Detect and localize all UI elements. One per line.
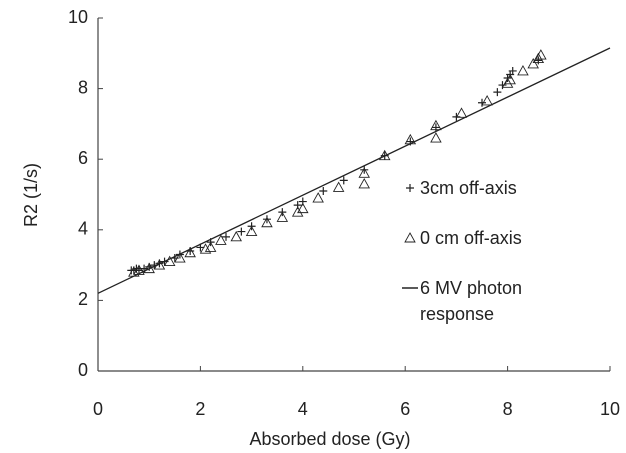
x-tick-label: 0 [93,399,103,419]
triangle-marker [297,202,309,214]
legend-label: 3cm off-axis [420,178,517,198]
triangle-marker [404,232,416,243]
triangle-marker [527,57,539,69]
triangle-marker [358,167,371,178]
triangle-marker [532,52,545,64]
x-tick-label: 8 [503,399,513,419]
triangle-marker [312,192,324,203]
triangle-marker [230,230,243,242]
y-tick-label: 10 [68,7,88,27]
plus-marker [237,227,246,236]
triangle-marker [215,234,227,245]
triangle-marker [481,95,493,106]
triangle-marker [261,216,273,228]
triangle-marker [535,49,547,60]
y-axis-label: R2 (1/s) [21,163,41,227]
x-tick-label: 4 [298,399,308,419]
triangle-marker [184,246,196,258]
legend-entry: 0 cm off-axis [400,225,600,251]
triangle-marker [163,255,176,267]
x-tick-label: 2 [195,399,205,419]
triangle-marker [358,177,371,189]
x-tick-label: 10 [600,399,620,419]
legend-symbol [406,184,414,192]
triangle-marker [276,211,289,222]
y-tick-label: 0 [78,360,88,380]
response-line [97,47,611,294]
plus-marker [262,215,271,224]
legend-symbol [404,232,416,243]
x-tick-label: 6 [400,399,410,419]
triangle-marker [332,181,345,192]
plus-marker [493,88,502,97]
triangle-marker [504,73,516,85]
triangle-marker [430,132,442,143]
plus-marker [319,186,328,195]
triangle-marker [517,65,529,76]
plus-marker [508,66,517,75]
legend-entry: 3cm off-axis [400,175,600,201]
triangle-marker [245,225,258,237]
y-tick-label: 8 [78,77,88,97]
legend: 3cm off-axis 0 cm off-axis 6 MV photon res… [400,175,600,351]
triangle-marker [204,241,217,252]
plus-marker [406,184,414,192]
legend-label: 6 MV photon response [420,278,523,324]
y-tick-label: 6 [78,148,88,168]
triangle-marker [199,243,212,254]
y-tick-label: 4 [78,219,88,239]
triangle-marker [501,77,514,88]
triangle-marker [455,107,468,118]
legend-entry: 6 MV photon response [400,275,600,327]
triangle-marker [291,206,304,217]
x-axis-label: Absorbed dose (Gy) [249,429,410,449]
plus-marker [360,165,369,174]
legend-label: 0 cm off-axis [420,228,522,248]
plus-marker [339,176,348,185]
triangle-marker [430,119,442,131]
plus-marker [222,232,230,241]
y-tick-label: 2 [78,289,88,309]
legend-symbol [402,287,418,289]
triangle-marker [174,252,186,263]
